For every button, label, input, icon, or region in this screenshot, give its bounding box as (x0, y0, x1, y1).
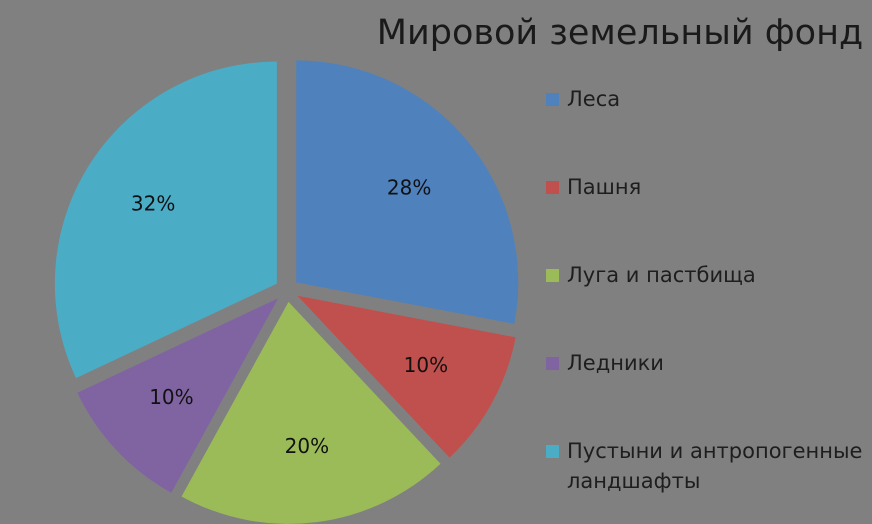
pie-slice (296, 60, 519, 324)
pie-slice (54, 61, 277, 379)
legend-label: Леса (567, 87, 621, 111)
legend-item: Леса (546, 84, 620, 114)
pie-slice (77, 298, 279, 493)
legend-label: Луга и пастбища (567, 263, 756, 287)
chart-title: Мировой земельный фонд (377, 13, 863, 53)
legend-item: Пашня (546, 172, 641, 202)
legend-swatch (546, 269, 559, 282)
legend-label: Пашня (567, 175, 642, 199)
legend-label: Ледники (567, 351, 664, 375)
legend-swatch (546, 181, 559, 194)
legend-item: Пустыни и антропогенные ландшафты (546, 436, 866, 496)
data-label: 20% (285, 434, 329, 458)
legend-label: Пустыни и антропогенные ландшафты (567, 439, 863, 493)
legend-swatch (546, 93, 559, 106)
legend-item: Ледники (546, 348, 664, 378)
data-label: 10% (404, 353, 448, 377)
data-label: 32% (131, 192, 175, 216)
pie-slice (181, 301, 441, 524)
legend-item: Луга и пастбища (546, 260, 756, 290)
data-label: 10% (149, 385, 193, 409)
legend-swatch (546, 445, 559, 458)
pie-slice (297, 295, 516, 458)
data-label: 28% (387, 175, 431, 199)
legend-swatch (546, 357, 559, 370)
